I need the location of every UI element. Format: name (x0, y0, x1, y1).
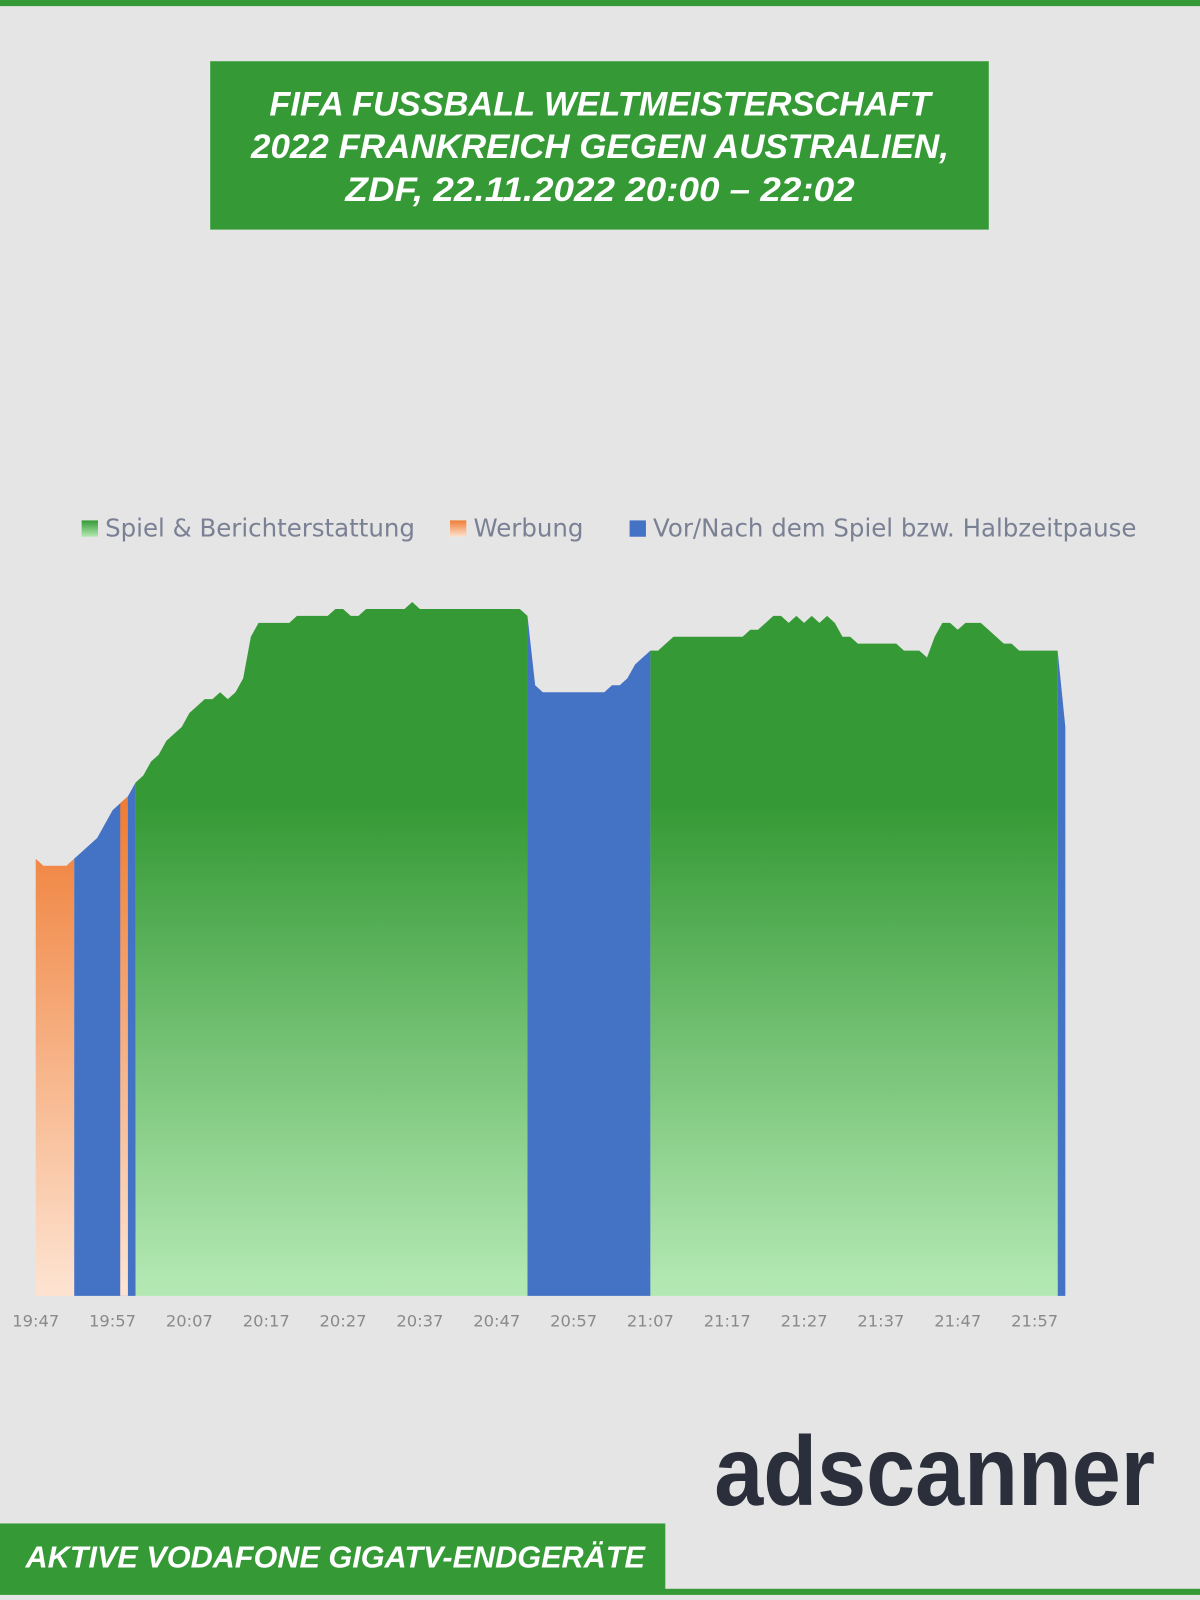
chart-title: ZDF, 22.11.2022 20:00 – 22:02 (344, 171, 854, 209)
bottom-bar (0, 1588, 1200, 1595)
legend-label: Spiel & Berichterstattung (105, 514, 415, 543)
x-tick-label: 21:37 (857, 1312, 904, 1331)
x-tick-label: 19:47 (12, 1312, 59, 1331)
area (74, 615, 1066, 1296)
x-tick-label: 20:37 (396, 1312, 443, 1331)
logo: adscanner (714, 1416, 1155, 1526)
x-tick-label: 21:07 (627, 1312, 674, 1331)
x-tick-label: 21:17 (704, 1312, 751, 1331)
x-tick-label: 21:47 (934, 1312, 981, 1331)
chart-title: FIFA FUSSBALL WELTMEISTERSCHAFT (269, 85, 933, 123)
legend-swatch (81, 520, 98, 537)
area (135, 602, 1058, 1296)
legend-swatch (629, 520, 646, 537)
legend-swatch (450, 520, 467, 537)
legend-label: Vor/Nach dem Spiel bzw. Halbzeitpause (653, 514, 1136, 543)
chart-title: 2022 FRANKREICH GEGEN AUSTRALIEN, (250, 128, 949, 166)
plot: 19:47 19:57 20:07 20:17 20:27 20:37 20:47 20:57… (12, 602, 1066, 1331)
x-tick-label: 21:27 (781, 1312, 828, 1331)
title-box (210, 61, 989, 230)
top-bar (0, 0, 1200, 7)
legend: Spiel & Berichterstattung Werbung Vor/Nach… (81, 514, 1136, 543)
legend-label: Werbung (473, 514, 583, 543)
x-tick-label: 20:17 (243, 1312, 290, 1331)
footer-text: AKTIVE VODAFONE GIGATV-ENDGERÄTE (25, 1540, 647, 1574)
footer-box (0, 1523, 666, 1591)
x-tick-label: 19:57 (89, 1312, 136, 1331)
x-tick-label: 20:27 (320, 1312, 367, 1331)
x-tick-label: 20:47 (473, 1312, 520, 1331)
x-tick-label: 20:57 (550, 1312, 597, 1331)
area (35, 796, 128, 1296)
x-tick-label: 21:57 (1011, 1312, 1058, 1331)
x-tick-label: 20:07 (166, 1312, 213, 1331)
